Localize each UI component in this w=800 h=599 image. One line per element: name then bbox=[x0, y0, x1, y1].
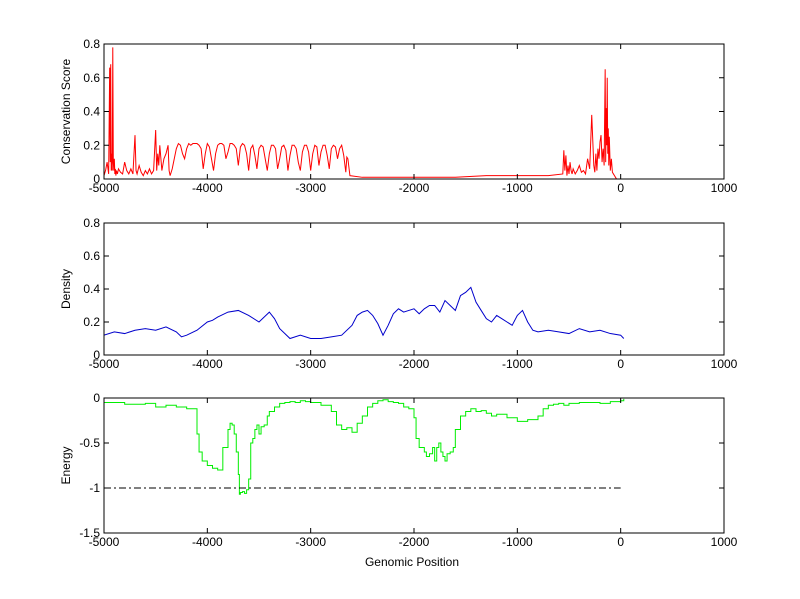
density-x-tick-label: -3000 bbox=[295, 357, 326, 371]
density-series-1-line bbox=[104, 286, 625, 340]
density-x-tick-label: 0 bbox=[617, 357, 624, 371]
panel-energy: -5000 -4000 -3000 -2000 -1000 0 1000 -1.5 -1 -0.5… bbox=[59, 391, 738, 549]
energy-y-axis-label: Energy bbox=[59, 446, 73, 484]
density-y-tick-label: 0 bbox=[93, 348, 100, 362]
conservation-y-tick-label: 0 bbox=[93, 172, 100, 186]
density-x-tick-label: -5000 bbox=[89, 357, 120, 371]
energy-x-tick-label: -4000 bbox=[192, 535, 223, 549]
conservation-x-tick-label: -2000 bbox=[399, 181, 430, 195]
energy-y-tick-label: -1.5 bbox=[79, 526, 100, 540]
panel-density: -5000 -4000 -3000 -2000 -1000 0 1000 0 0.2 0.4 0.6… bbox=[59, 216, 738, 371]
panel-conservation: -5000 -4000 -3000 -2000 -1000 0 1000 0 0.2 0.4 0.6… bbox=[59, 37, 738, 195]
conservation-x-tick-label: 0 bbox=[617, 181, 624, 195]
density-y-tick-label: 0.8 bbox=[83, 216, 100, 230]
energy-x-tick-label: 1000 bbox=[711, 535, 738, 549]
energy-x-tick-label: -2000 bbox=[399, 535, 430, 549]
conservation-x-tick-label: -5000 bbox=[89, 181, 120, 195]
density-y-tick-label: 0.4 bbox=[83, 282, 100, 296]
density-y-tick-label: 0.2 bbox=[83, 315, 100, 329]
conservation-y-tick-label: 0.4 bbox=[83, 105, 100, 119]
density-y-axis-label: Density bbox=[59, 269, 73, 309]
energy-y-tick-label: -0.5 bbox=[79, 436, 100, 450]
conservation-y-tick-label: 0.6 bbox=[83, 71, 100, 85]
conservation-x-tick-label: 1000 bbox=[711, 181, 738, 195]
energy-series-1-line bbox=[104, 398, 625, 495]
energy-y-tick-label: -1 bbox=[89, 481, 100, 495]
conservation-x-tick-label: -3000 bbox=[295, 181, 326, 195]
x-axis-label: Genomic Position bbox=[365, 555, 459, 569]
conservation-y-axis-label: Conservation Score bbox=[59, 58, 73, 164]
conservation-y-tick-label: 0.8 bbox=[83, 37, 100, 51]
density-y-tick-label: 0.6 bbox=[83, 249, 100, 263]
energy-x-tick-label: -3000 bbox=[295, 535, 326, 549]
density-x-tick-label: 1000 bbox=[711, 357, 738, 371]
conservation-x-tick-label: -4000 bbox=[192, 181, 223, 195]
conservation-y-tick-label: 0.2 bbox=[83, 138, 100, 152]
energy-x-tick-label: -1000 bbox=[502, 535, 533, 549]
density-x-tick-label: -2000 bbox=[399, 357, 430, 371]
density-x-tick-label: -1000 bbox=[502, 357, 533, 371]
energy-x-tick-label: 0 bbox=[617, 535, 624, 549]
energy-y-tick-label: 0 bbox=[93, 391, 100, 405]
energy-x-tick-label: -5000 bbox=[89, 535, 120, 549]
density-x-tick-label: -4000 bbox=[192, 357, 223, 371]
conservation-series-1-line bbox=[104, 47, 621, 179]
conservation-x-tick-label: -1000 bbox=[502, 181, 533, 195]
